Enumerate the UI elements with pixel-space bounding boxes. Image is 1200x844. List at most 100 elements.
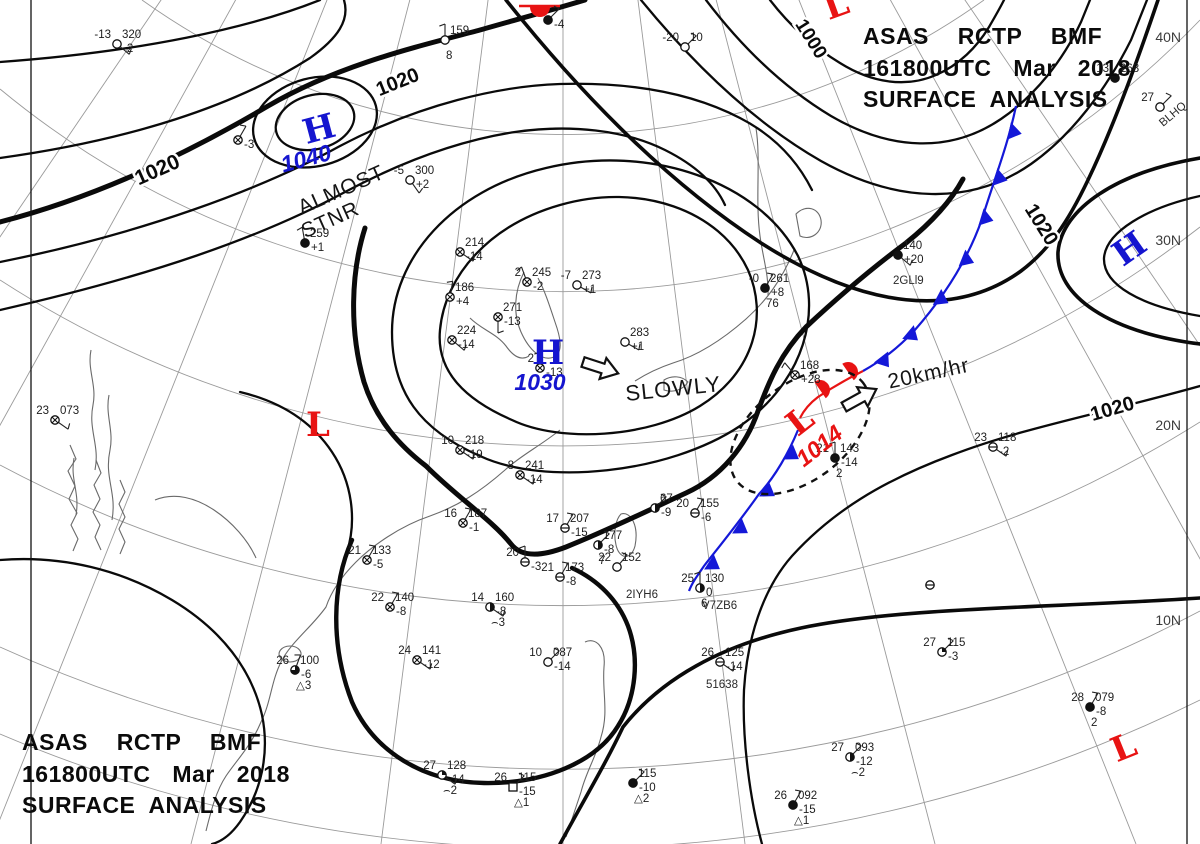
station-value: -8	[566, 576, 576, 588]
station-plot: 8 241 -14	[508, 460, 545, 486]
developing-low-dashed-ellipse	[729, 368, 871, 496]
station-value: 26	[494, 772, 507, 784]
latitude-label-40n: 40N	[1155, 29, 1181, 45]
station-symbol-icon	[893, 250, 903, 260]
station-plot: 2 245 -2	[515, 266, 551, 293]
station-value: 207	[570, 513, 589, 525]
wind-barb-tick-icon	[1005, 450, 1009, 457]
station-value: 16	[444, 508, 457, 520]
station-value: -13	[546, 367, 563, 379]
wind-barb-tick-icon	[638, 768, 645, 773]
station-value: 14	[471, 592, 484, 604]
title-block-top-right: ASAS RCTP BMF 161800UTC Mar 2018 SURFACE…	[863, 23, 1130, 112]
station-value: 141	[422, 645, 441, 657]
station-value: +1	[631, 341, 644, 353]
wind-barb-tick-icon	[518, 772, 525, 777]
wind-barb-tick-icon	[829, 441, 836, 445]
station-value: 10	[441, 435, 454, 447]
latitude-label-10n: 10N	[1155, 612, 1181, 628]
ship-callsign-label: 2GLl9	[893, 275, 924, 287]
station-value: 245	[532, 267, 551, 279]
station-plot: 186+4	[445, 280, 474, 308]
wind-barb-tick-icon	[391, 591, 399, 594]
station-plot: -20 10	[662, 32, 703, 52]
station-symbol-icon	[405, 175, 415, 185]
chart-id-line: ASAS RCTP BMF	[863, 23, 1102, 49]
station-value: -14	[726, 661, 743, 673]
chart-id-line: ASAS RCTP BMF	[22, 729, 261, 755]
wind-barb-tick-icon	[766, 272, 774, 275]
station-value: 115	[518, 772, 536, 784]
station-value: 140	[903, 240, 922, 252]
wind-barb-tick-icon	[660, 493, 667, 498]
wind-barb-tick-icon	[855, 742, 862, 747]
station-symbol-icon	[300, 238, 310, 248]
station-value: 133	[372, 545, 391, 557]
station-value: 224	[457, 325, 477, 337]
station-value: 26	[276, 655, 289, 667]
station-value: -7	[561, 270, 571, 282]
wind-barb-tick-icon	[446, 280, 453, 283]
station-value: 118	[998, 432, 1016, 444]
station-value: 27	[923, 637, 936, 649]
station-value: △2	[634, 793, 649, 805]
station-plot: -4	[543, 5, 565, 31]
warm-front-semicircle-icon	[530, 7, 550, 17]
station-symbol-icon	[543, 15, 553, 25]
station-value: 10	[690, 32, 703, 44]
wind-barb-tick-icon	[690, 32, 697, 37]
wind-barb-tick-icon	[909, 259, 913, 266]
station-value: -10	[639, 782, 656, 794]
station-value: -0	[749, 273, 759, 285]
wind-barb-tick-icon	[553, 647, 560, 652]
station-value: 2	[528, 353, 534, 365]
station-value: 160	[495, 592, 514, 604]
wind-barb-tick-icon	[497, 330, 504, 334]
station-plot: -5 300 +2	[394, 165, 434, 194]
station-value: -3	[948, 651, 958, 663]
station-symbol-icon	[543, 657, 553, 667]
wind-barb-tick-icon	[534, 351, 541, 355]
station-value: 8	[508, 460, 514, 472]
station-value: 268	[1120, 63, 1139, 75]
station-value: ⌢2	[443, 785, 457, 797]
wind-barb-tick-icon	[472, 453, 476, 460]
station-value: +2	[416, 179, 429, 191]
station-plot: 224-14	[447, 325, 477, 351]
cold-front-triangle-icon	[783, 444, 799, 460]
station-value: -13	[504, 316, 521, 328]
station-value: -6	[301, 669, 311, 681]
station-value: 22	[598, 552, 611, 564]
chart-type-line: SURFACE ANALYSIS	[22, 792, 267, 818]
chart-type-line: SURFACE ANALYSIS	[863, 86, 1108, 112]
wind-barb-tick-icon	[464, 507, 472, 510]
station-value: 087	[553, 647, 572, 659]
station-value: -3	[244, 139, 254, 151]
station-value: 115	[947, 637, 965, 649]
station-value: -14	[458, 339, 475, 351]
wind-barb-tick-icon	[603, 530, 610, 535]
station-plot: 28 079 -82	[1071, 691, 1114, 729]
station-value: -2	[123, 43, 133, 55]
station-plot: 259+1	[296, 226, 329, 254]
isobar-label: 1020	[1020, 200, 1062, 249]
wind-barb-tick-icon	[454, 778, 458, 785]
wind-barb-tick-icon	[429, 663, 433, 670]
station-plot	[925, 580, 935, 590]
station-value: 271	[503, 302, 522, 314]
station-value: △1	[794, 815, 809, 827]
station-value: △3	[296, 680, 311, 692]
wind-barb-tick-icon	[516, 266, 522, 272]
station-plot: -0 261 +876	[749, 272, 789, 310]
station-value: 241	[525, 460, 544, 472]
pressure-value: 1030	[514, 369, 565, 395]
station-value: +8	[771, 287, 784, 299]
wind-barb-tick-icon	[732, 665, 736, 672]
station-plot: 21 143 -142	[816, 441, 859, 480]
station-value: -12	[856, 756, 873, 768]
station-plot: 27 128 -14⌢2	[423, 760, 466, 797]
station-value: 155	[700, 498, 719, 510]
station-value: -19	[466, 449, 483, 461]
station-plot: 67-9	[650, 493, 673, 519]
